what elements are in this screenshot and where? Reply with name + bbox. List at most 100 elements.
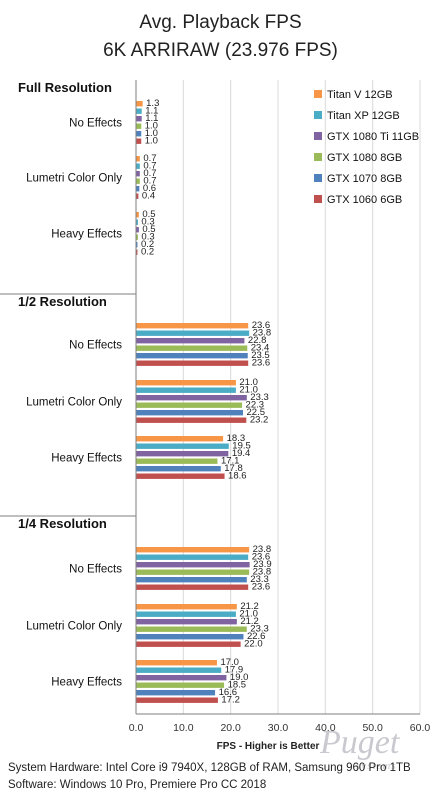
footer-hardware: System Hardware: Intel Core i9 7940X, 12…: [8, 762, 411, 774]
legend-entry: Titan XP 12GB: [327, 110, 400, 122]
bar-gtx-1080-ti-11gb: [136, 338, 245, 344]
x-tick-label: 0.0: [129, 722, 144, 734]
x-tick-label: 10.0: [173, 722, 194, 734]
x-tick-label: 60.0: [410, 722, 431, 734]
data-label: 19.0: [230, 672, 249, 683]
bar-gtx-1070-8gb: [136, 131, 142, 137]
category-label: Heavy Effects: [51, 228, 122, 240]
data-label: 19.5: [232, 441, 251, 452]
data-label: 16.6: [219, 687, 238, 698]
bar-gtx-1080-8gb: [136, 123, 142, 129]
data-label: 1.0: [145, 121, 158, 132]
category-label: Lumetri Color Only: [26, 620, 122, 632]
bar-titan-xp-12gb: [136, 667, 222, 673]
data-label: 0.7: [143, 168, 156, 179]
bar-gtx-1080-8gb: [136, 458, 218, 464]
bar-gtx-1070-8gb: [136, 186, 140, 192]
data-label: 1.0: [145, 128, 158, 139]
data-label: 0.5: [142, 209, 155, 220]
bar-gtx-1080-8gb: [136, 682, 225, 688]
bar-gtx-1070-8gb: [136, 577, 247, 583]
bar-gtx-1070-8gb: [136, 410, 243, 416]
bar-gtx-1060-6gb: [136, 360, 249, 366]
category-label: Lumetri Color Only: [26, 396, 122, 408]
data-label: 18.5: [228, 680, 247, 691]
data-label: 22.5: [247, 407, 266, 418]
data-label: 23.4: [251, 343, 270, 354]
bar-gtx-1080-8gb: [136, 178, 140, 184]
bar-gtx-1080-ti-11gb: [136, 395, 247, 401]
bar-gtx-1060-6gb: [136, 249, 138, 255]
bar-gtx-1080-ti-11gb: [136, 675, 227, 681]
category-label: No Effects: [69, 117, 122, 129]
bar-gtx-1060-6gb: [136, 697, 218, 703]
bar-titan-xp-12gb: [136, 387, 236, 393]
group-label: 1/4 Resolution: [18, 516, 107, 531]
bar-titan-xp-12gb: [136, 554, 249, 560]
bar-gtx-1080-8gb: [136, 569, 250, 575]
legend-swatch: [314, 90, 322, 98]
data-label: 22.0: [244, 639, 263, 650]
data-label: 0.7: [143, 176, 156, 187]
data-label: 0.5: [142, 224, 155, 235]
bar-gtx-1060-6gb: [136, 584, 249, 590]
bar-titan-v-12gb: [136, 604, 237, 610]
data-label: 21.0: [239, 385, 258, 396]
x-tick-label: 40.0: [315, 722, 336, 734]
data-label: 21.0: [239, 609, 258, 620]
bar-titan-v-12gb: [136, 660, 217, 666]
bar-gtx-1080-8gb: [136, 234, 138, 240]
data-label: 17.1: [221, 456, 240, 467]
legend-swatch: [314, 111, 322, 119]
data-label: 23.5: [251, 350, 270, 361]
bar-gtx-1080-8gb: [136, 626, 247, 632]
data-label: 21.0: [239, 377, 258, 388]
data-label: 23.8: [253, 567, 271, 578]
x-tick-label: 30.0: [268, 722, 289, 734]
bar-titan-v-12gb: [136, 436, 224, 442]
bar-gtx-1070-8gb: [136, 353, 248, 359]
data-label: 17.2: [221, 695, 240, 706]
bar-gtx-1060-6gb: [136, 641, 241, 647]
bar-gtx-1070-8gb: [136, 242, 138, 248]
data-label: 1.1: [145, 113, 158, 124]
bar-titan-v-12gb: [136, 101, 143, 107]
bar-gtx-1060-6gb: [136, 473, 225, 479]
data-label: 23.6: [252, 358, 271, 369]
bar-titan-v-12gb: [136, 547, 250, 553]
legend-swatch: [314, 153, 322, 161]
x-tick-label: 20.0: [220, 722, 241, 734]
bar-gtx-1070-8gb: [136, 634, 244, 640]
category-label: Heavy Effects: [51, 452, 122, 464]
data-label: 23.6: [252, 320, 271, 331]
data-label: 17.0: [220, 657, 239, 668]
data-label: 23.6: [252, 552, 271, 563]
bar-titan-xp-12gb: [136, 330, 250, 336]
bar-gtx-1080-ti-11gb: [136, 619, 237, 625]
data-label: 0.6: [143, 183, 156, 194]
category-label: Heavy Effects: [51, 676, 122, 688]
bar-titan-v-12gb: [136, 323, 249, 329]
bar-gtx-1070-8gb: [136, 466, 221, 472]
bar-titan-xp-12gb: [136, 108, 142, 114]
bar-gtx-1080-ti-11gb: [136, 227, 139, 233]
bar-titan-v-12gb: [136, 156, 140, 162]
bar-gtx-1080-ti-11gb: [136, 116, 142, 122]
data-label: 19.4: [232, 448, 251, 459]
legend-entry: GTX 1080 Ti 11GB: [327, 131, 419, 143]
group-label: Full Resolution: [18, 80, 112, 95]
bar-titan-v-12gb: [136, 212, 139, 218]
data-label: 23.3: [250, 624, 269, 635]
category-label: No Effects: [69, 563, 122, 575]
data-label: 0.7: [143, 153, 156, 164]
legend-entry: GTX 1060 6GB: [327, 194, 402, 206]
data-label: 0.3: [141, 217, 154, 228]
footer-software: Software: Windows 10 Pro, Premiere Pro C…: [8, 779, 267, 791]
data-label: 22.6: [247, 631, 266, 642]
data-label: 22.8: [248, 335, 266, 346]
data-label: 1.0: [145, 136, 158, 147]
x-tick-label: 50.0: [362, 722, 383, 734]
data-label: 0.7: [143, 161, 156, 172]
bar-titan-xp-12gb: [136, 443, 229, 449]
